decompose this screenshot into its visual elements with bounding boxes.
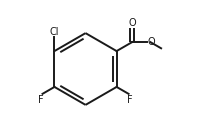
Text: O: O	[128, 18, 136, 28]
Text: F: F	[38, 95, 44, 104]
Text: O: O	[148, 37, 155, 47]
Text: F: F	[127, 95, 133, 104]
Text: Cl: Cl	[50, 27, 59, 37]
